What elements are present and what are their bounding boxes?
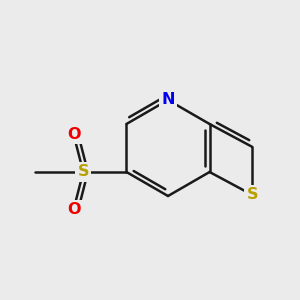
Text: O: O <box>67 127 80 142</box>
Text: S: S <box>246 187 258 202</box>
Text: N: N <box>161 92 175 107</box>
Text: O: O <box>67 202 80 217</box>
Text: S: S <box>77 164 89 179</box>
